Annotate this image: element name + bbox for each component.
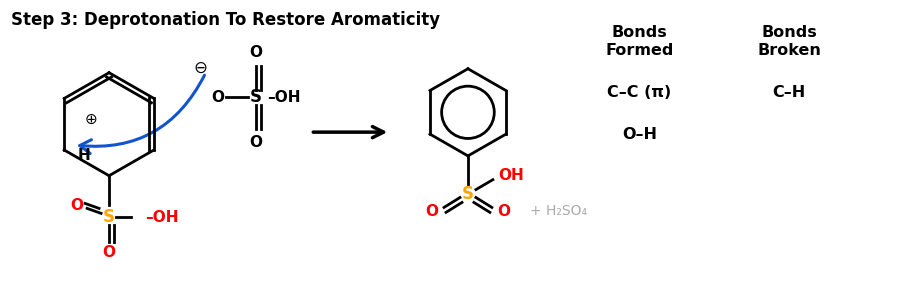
Text: Bonds
Formed: Bonds Formed [605,25,673,58]
Text: C–C (π): C–C (π) [607,85,671,100]
Text: O: O [102,246,116,260]
Text: C–H: C–H [771,85,805,100]
Text: –OH: –OH [267,90,301,105]
Text: S: S [103,208,115,226]
Text: O: O [249,45,262,60]
Text: O: O [70,198,84,213]
Text: OH: OH [498,168,523,183]
Text: S: S [461,185,473,203]
Text: O: O [497,204,510,219]
Text: O–H: O–H [621,127,656,142]
Text: O: O [425,204,438,219]
Text: Bonds
Broken: Bonds Broken [756,25,820,58]
FancyArrowPatch shape [79,75,204,154]
Text: ⊖: ⊖ [193,59,208,77]
Text: Step 3: Deprotonation To Restore Aromaticity: Step 3: Deprotonation To Restore Aromati… [12,11,440,29]
Text: H: H [78,148,91,164]
Text: –OH: –OH [144,210,178,225]
Text: S: S [249,88,261,107]
Text: + H₂SO₄: + H₂SO₄ [529,204,586,218]
Text: ⊕: ⊕ [85,112,98,127]
Text: O: O [211,90,224,105]
Text: O: O [249,135,262,150]
